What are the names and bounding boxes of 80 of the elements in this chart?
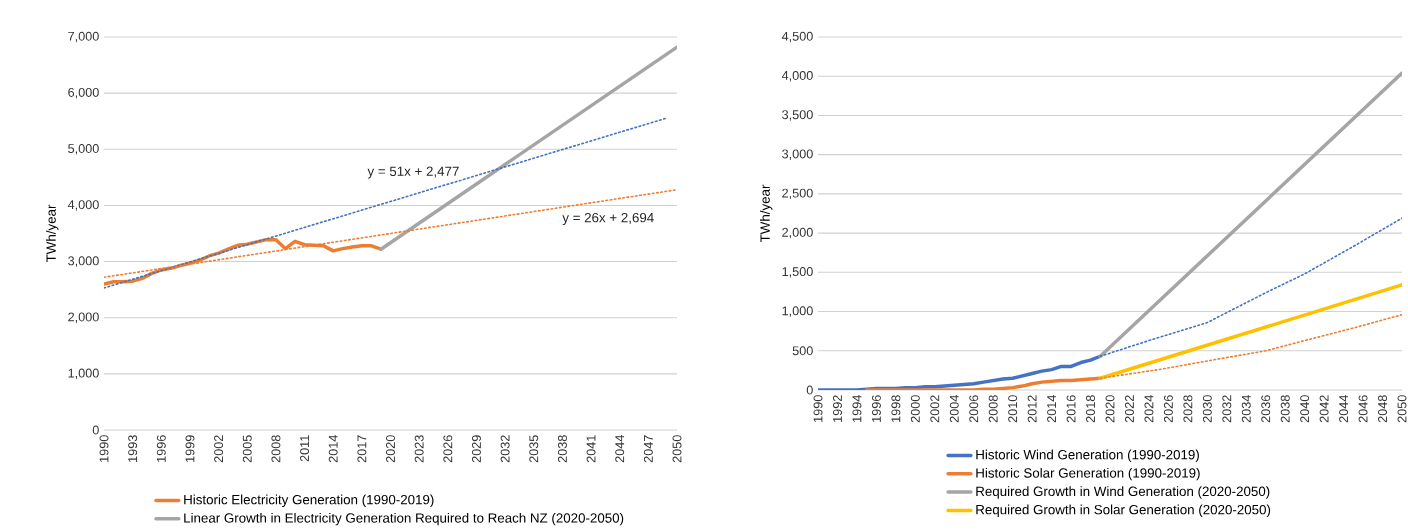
legend-label: Linear Growth in Electricity Generation Required to Reach NZ (2020-2050): [184, 512, 624, 526]
annotation: y = 26x + 2,694: [562, 212, 654, 225]
x-tick-label: 2006: [969, 395, 979, 423]
x-tick-label: 1993: [128, 435, 138, 462]
x-tick-label: 2038: [1280, 395, 1290, 423]
y-axis-title: TWh/year: [760, 184, 773, 243]
x-tick-label: 2028: [1183, 395, 1193, 423]
x-tick-label: 2029: [471, 435, 481, 463]
x-tick-label: 2046: [1358, 395, 1368, 423]
y-tick-label: 1,000: [68, 368, 99, 380]
x-tick-label: 2050: [672, 435, 682, 463]
x-tick-label: 2011: [300, 435, 310, 462]
x-tick-label: 2030: [1202, 395, 1212, 423]
legend-label: Historic Wind Generation (1990-2019): [976, 449, 1199, 463]
x-tick-label: 2044: [1339, 395, 1349, 423]
y-tick-label: 3,000: [68, 256, 99, 267]
legend-label: Required Growth in Solar Generation (2020-2050): [976, 504, 1271, 517]
y-tick-label: 2,500: [782, 188, 813, 200]
x-tick-label: 2008: [271, 435, 281, 463]
x-tick-label: 1990: [813, 395, 823, 422]
y-tick-label: 500: [792, 346, 813, 356]
x-tick-label: 2038: [557, 435, 567, 463]
x-tick-label: 2000: [910, 395, 920, 423]
y-tick-label: 4,000: [781, 70, 813, 82]
y-tick-label: 6,000: [68, 87, 99, 99]
x-tick-label: 1996: [156, 435, 166, 462]
legend-label: Historic Solar Generation (1990-2019): [976, 467, 1200, 481]
y-axis-title: TWh/year: [46, 204, 59, 263]
legend-label: Required Growth in Wind Generation (2020-2050): [976, 486, 1270, 499]
x-tick-label: 2036: [1261, 395, 1271, 423]
x-tick-label: 2014: [1047, 395, 1057, 423]
x-tick-label: 2040: [1300, 395, 1310, 423]
x-tick-label: 1990: [99, 435, 109, 462]
x-tick-label: 2002: [930, 395, 940, 423]
x-tick-label: 2041: [586, 435, 596, 463]
x-tick-label: 2050: [1397, 395, 1407, 423]
x-tick-label: 2016: [1066, 395, 1076, 423]
y-tick-label: 1,000: [782, 306, 813, 317]
x-tick-label: 2032: [500, 435, 510, 463]
x-tick-label: 2002: [214, 435, 224, 463]
x-tick-label: 2012: [1027, 395, 1037, 423]
x-tick-label: 2026: [443, 435, 453, 463]
x-tick-label: 2042: [1319, 395, 1329, 423]
x-tick-label: 2010: [1008, 395, 1018, 423]
x-tick-label: 2022: [1124, 395, 1134, 423]
annotation: y = 51x + 2,477: [367, 166, 459, 179]
x-tick-label: 2044: [615, 435, 625, 463]
y-tick-label: 5,000: [68, 144, 99, 155]
y-tick-label: 3,000: [782, 149, 813, 160]
x-tick-label: 1996: [871, 395, 881, 422]
x-tick-label: 1998: [891, 395, 901, 422]
y-tick-label: 4,500: [781, 31, 813, 43]
x-tick-label: 2032: [1222, 395, 1232, 423]
y-tick-label: 7,000: [68, 31, 99, 43]
x-tick-label: 2048: [1378, 395, 1388, 423]
y-tick-label: 4,000: [67, 200, 99, 211]
x-tick-label: 2024: [1144, 395, 1154, 423]
x-tick-label: 2018: [1086, 395, 1096, 423]
x-tick-label: 2008: [988, 395, 998, 423]
x-tick-label: 2026: [1163, 395, 1173, 423]
x-tick-label: 2017: [357, 435, 367, 463]
x-tick-label: 2004: [949, 395, 959, 423]
y-tick-label: 3,500: [782, 110, 813, 121]
y-tick-label: 2,000: [782, 227, 813, 239]
x-tick-label: 2034: [1241, 395, 1251, 423]
y-tick-label: 2,000: [68, 312, 99, 323]
x-tick-label: 1994: [852, 395, 862, 422]
legend-label: Historic Electricity Generation (1990-2019): [184, 494, 434, 507]
y-tick-label: 0: [92, 425, 99, 435]
y-tick-label: 0: [806, 385, 813, 395]
x-tick-label: 1999: [185, 435, 195, 462]
y-tick-label: 1,500: [782, 267, 813, 278]
x-tick-label: 1992: [832, 395, 842, 422]
x-tick-label: 2005: [242, 435, 252, 463]
x-tick-label: 2020: [386, 435, 395, 463]
x-tick-label: 2014: [328, 435, 338, 463]
x-tick-label: 2020: [1105, 395, 1115, 423]
x-tick-label: 2023: [414, 435, 424, 463]
x-tick-label: 2035: [529, 435, 539, 463]
x-tick-label: 2047: [643, 435, 653, 463]
